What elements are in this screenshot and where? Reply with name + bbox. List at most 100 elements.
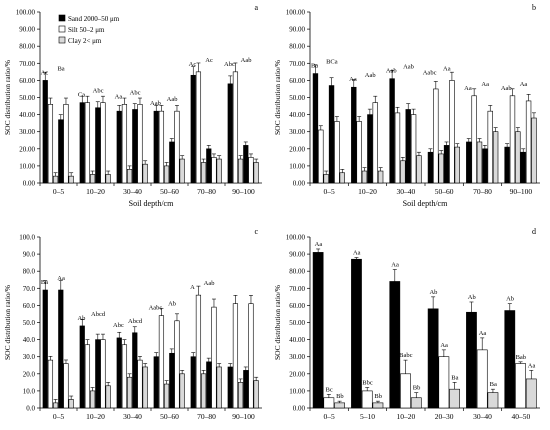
bar-silt (100, 339, 106, 409)
y-tick-label: 70.00 (19, 60, 35, 68)
bar-sand (466, 311, 477, 409)
data-label: Ba (490, 381, 497, 388)
data-label: Ca (78, 92, 85, 99)
bar-clay (377, 170, 384, 184)
y-tick-label: 100.00 (16, 9, 36, 17)
bar-sand (42, 80, 48, 184)
bar-sand (227, 366, 233, 409)
bar-clay (142, 366, 148, 409)
bar-silt (323, 397, 335, 409)
bar-silt (63, 363, 69, 409)
bar-clay (216, 366, 222, 409)
data-label: Aabc (149, 305, 163, 312)
data-label: Aa (391, 261, 399, 268)
bar-sand (312, 73, 319, 184)
data-label: Ba (451, 374, 458, 381)
y-tick-label: 30.00 (289, 353, 305, 361)
data-label: Bb (336, 393, 344, 400)
bar-silt (137, 359, 143, 409)
bar-clay (53, 402, 59, 409)
bar-clay (438, 153, 444, 184)
bar-sand (328, 85, 335, 184)
y-tick-label: 10.0 (23, 387, 36, 395)
data-label: Aa (349, 76, 357, 83)
data-label: Abc (113, 322, 124, 329)
data-label: Aa (464, 85, 472, 92)
bar-sand (227, 83, 233, 184)
bar-clay (525, 378, 537, 409)
bar-clay (238, 158, 244, 184)
data-label: Bb (413, 385, 421, 392)
x-tick-label: 30–40 (473, 412, 492, 421)
data-label: Aa (443, 65, 451, 72)
x-tick-label: 10–20 (358, 187, 377, 196)
data-label: Abc (93, 88, 104, 95)
data-label: Aa (481, 81, 489, 88)
x-tick-label: 70–80 (197, 187, 216, 196)
data-label: Abc (224, 61, 235, 68)
data-label: Ab (168, 301, 176, 308)
legend-swatch (58, 14, 66, 22)
bar-silt (232, 303, 239, 409)
bar-silt (476, 349, 488, 409)
bar-clay (164, 383, 170, 409)
y-tick-label: 20.00 (289, 145, 305, 153)
data-label: Ab (429, 289, 437, 296)
data-label: Ab (468, 294, 476, 301)
data-label: Aab (501, 85, 512, 92)
data-label: Ac (205, 57, 213, 64)
y-axis-title: SOC distribution ratio/% (3, 285, 12, 360)
x-tick-label: 90–100 (510, 187, 533, 196)
bar-sand (504, 146, 510, 184)
data-label: Abc (130, 89, 141, 96)
bar-clay (454, 146, 460, 184)
data-label: Bbc (362, 379, 373, 386)
data-label: BCa (326, 59, 338, 66)
bar-sand (58, 119, 64, 184)
y-tick-label: 50.00 (289, 94, 305, 102)
data-label: Aa (479, 330, 487, 337)
bar-silt (158, 110, 165, 184)
bar-silt (509, 95, 516, 184)
data-label: Aab (204, 280, 215, 287)
bar-silt (174, 320, 180, 409)
y-tick-label: 50.0 (23, 319, 36, 327)
bar-sand (206, 361, 212, 409)
bar-sand (58, 289, 64, 409)
chart-panel-d: 0.00 10.00 20.00 30.00 40.00 50.00 60.00 70.00 8… (273, 227, 540, 430)
data-label: Aa (520, 81, 528, 88)
y-tick-label: 0.00 (23, 180, 36, 188)
x-tick-label: 70–80 (473, 187, 492, 196)
bar-sand (466, 141, 472, 184)
bar-clay (53, 175, 59, 184)
bar-silt (487, 110, 493, 184)
legend-swatch (58, 36, 66, 44)
y-tick-label: 60.0 (23, 302, 36, 310)
bar-silt (158, 315, 165, 409)
y-tick-label: 60.00 (19, 77, 35, 85)
data-label: Ac (189, 61, 197, 68)
bar-sand (79, 325, 85, 409)
bar-silt (248, 303, 254, 409)
bar-clay (90, 390, 96, 409)
data-label: Bb (374, 393, 382, 400)
bar-clay (179, 373, 185, 409)
y-tick-label: 90.0 (23, 251, 36, 259)
bar-silt (394, 112, 401, 184)
x-tick-label: 50–60 (160, 412, 179, 421)
bar-sand (427, 151, 434, 184)
y-tick-label: 10.00 (289, 387, 305, 395)
y-tick-label: 20.00 (19, 145, 35, 153)
bar-sand (351, 258, 362, 409)
bar-clay (216, 158, 222, 184)
bar-clay (90, 174, 96, 184)
bar-sand (367, 114, 373, 184)
y-tick-label: 30.00 (19, 128, 35, 136)
bar-silt (195, 294, 202, 409)
data-label: Ac (41, 69, 49, 76)
bar-sand (389, 281, 401, 409)
bar-clay (487, 392, 499, 409)
panel-label: c (254, 227, 258, 236)
x-tick-label: 5–10 (360, 412, 375, 421)
